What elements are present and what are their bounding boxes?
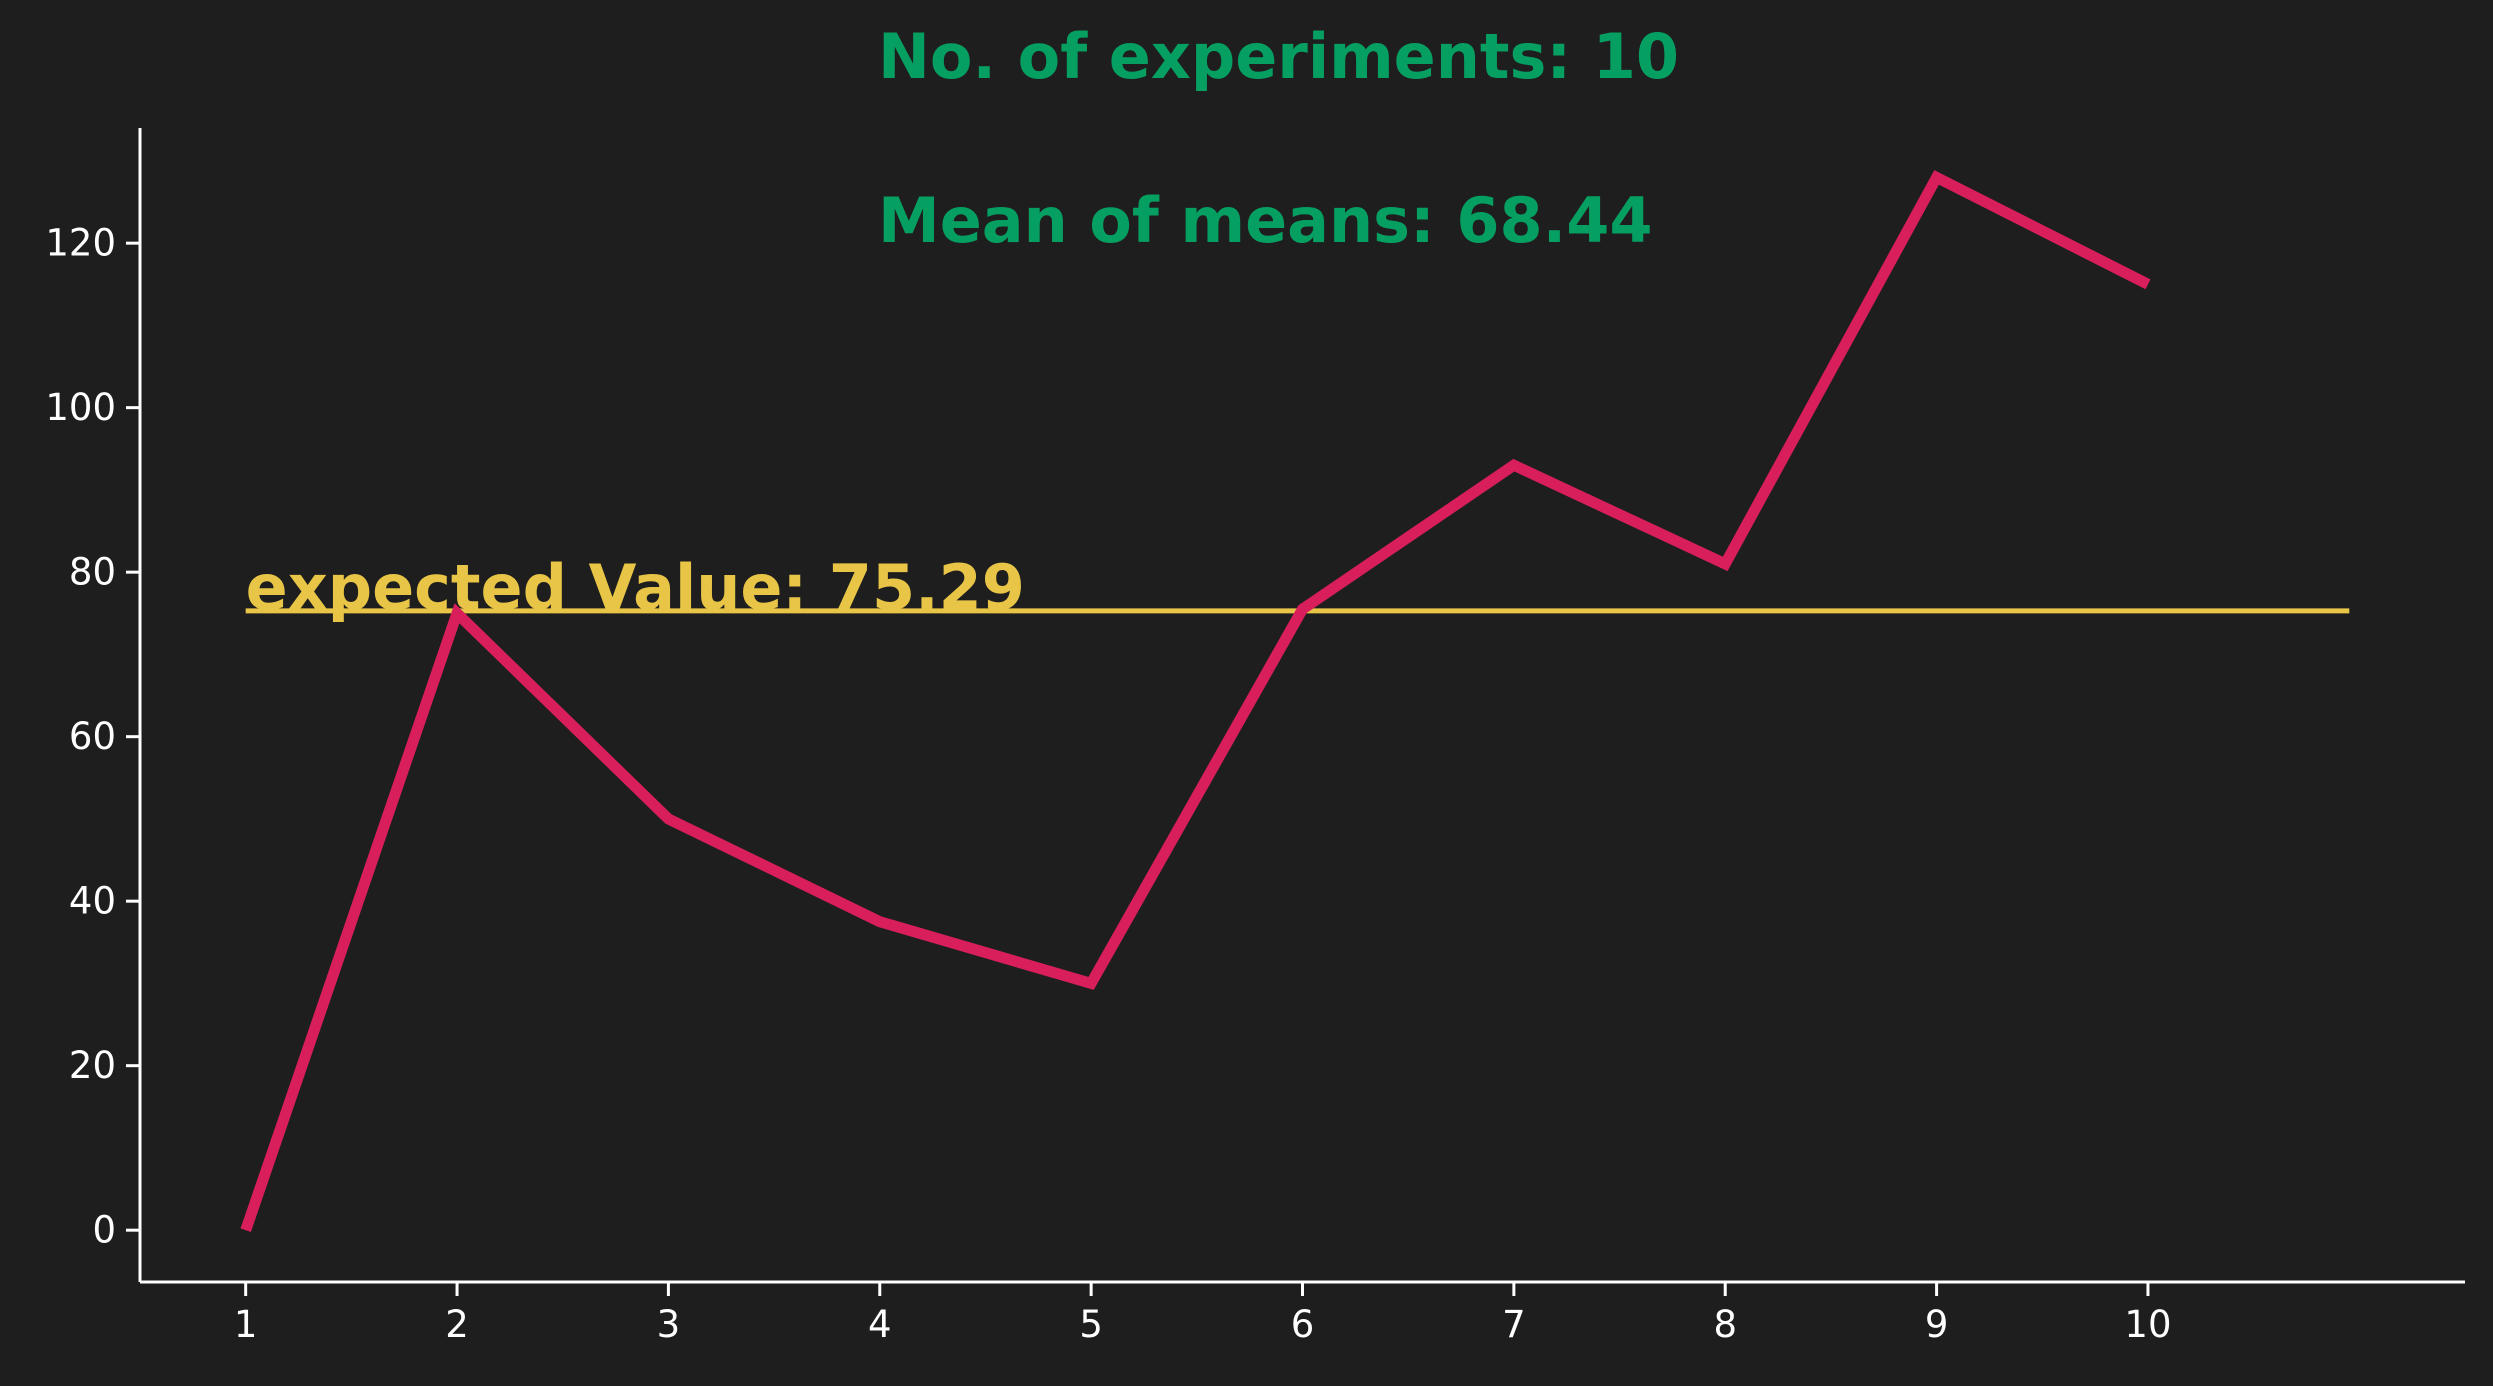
y-tick-label: 120 bbox=[45, 222, 116, 265]
series-line bbox=[240, 170, 2151, 1232]
annotation-text: Mean of means: 68.44 bbox=[878, 184, 1653, 257]
x-tick-label: 3 bbox=[657, 1303, 681, 1346]
y-tick-label: 100 bbox=[45, 386, 116, 429]
y-tick-label: 20 bbox=[69, 1044, 116, 1087]
y-tick-label: 60 bbox=[69, 715, 116, 758]
x-tick-label: 10 bbox=[2124, 1303, 2171, 1346]
y-tick-label: 40 bbox=[69, 880, 116, 923]
expected-value-label: expected Value: 75.29 bbox=[246, 551, 1025, 624]
x-tick-label: 6 bbox=[1291, 1303, 1315, 1346]
x-tick-label: 9 bbox=[1925, 1303, 1949, 1346]
x-tick-label: 7 bbox=[1502, 1303, 1526, 1346]
annotation-text: No. of experiments: 10 bbox=[878, 20, 1679, 93]
axes bbox=[138, 128, 2465, 1284]
x-tick-label: 2 bbox=[445, 1303, 469, 1346]
y-tick-label: 80 bbox=[69, 551, 116, 594]
annotations: No. of experiments: 10 Mean of means: 68.… bbox=[878, 20, 1679, 257]
ticks: 0 20 40 60 80 100 120 1 2 3 4 5 6 7 8 9 10 bbox=[45, 222, 2171, 1346]
series-group bbox=[240, 170, 2151, 1232]
x-tick-label: 8 bbox=[1713, 1303, 1737, 1346]
x-tick-label: 4 bbox=[868, 1303, 892, 1346]
y-tick-label: 0 bbox=[92, 1209, 116, 1252]
x-tick-label: 1 bbox=[234, 1303, 258, 1346]
x-tick-label: 5 bbox=[1079, 1303, 1103, 1346]
